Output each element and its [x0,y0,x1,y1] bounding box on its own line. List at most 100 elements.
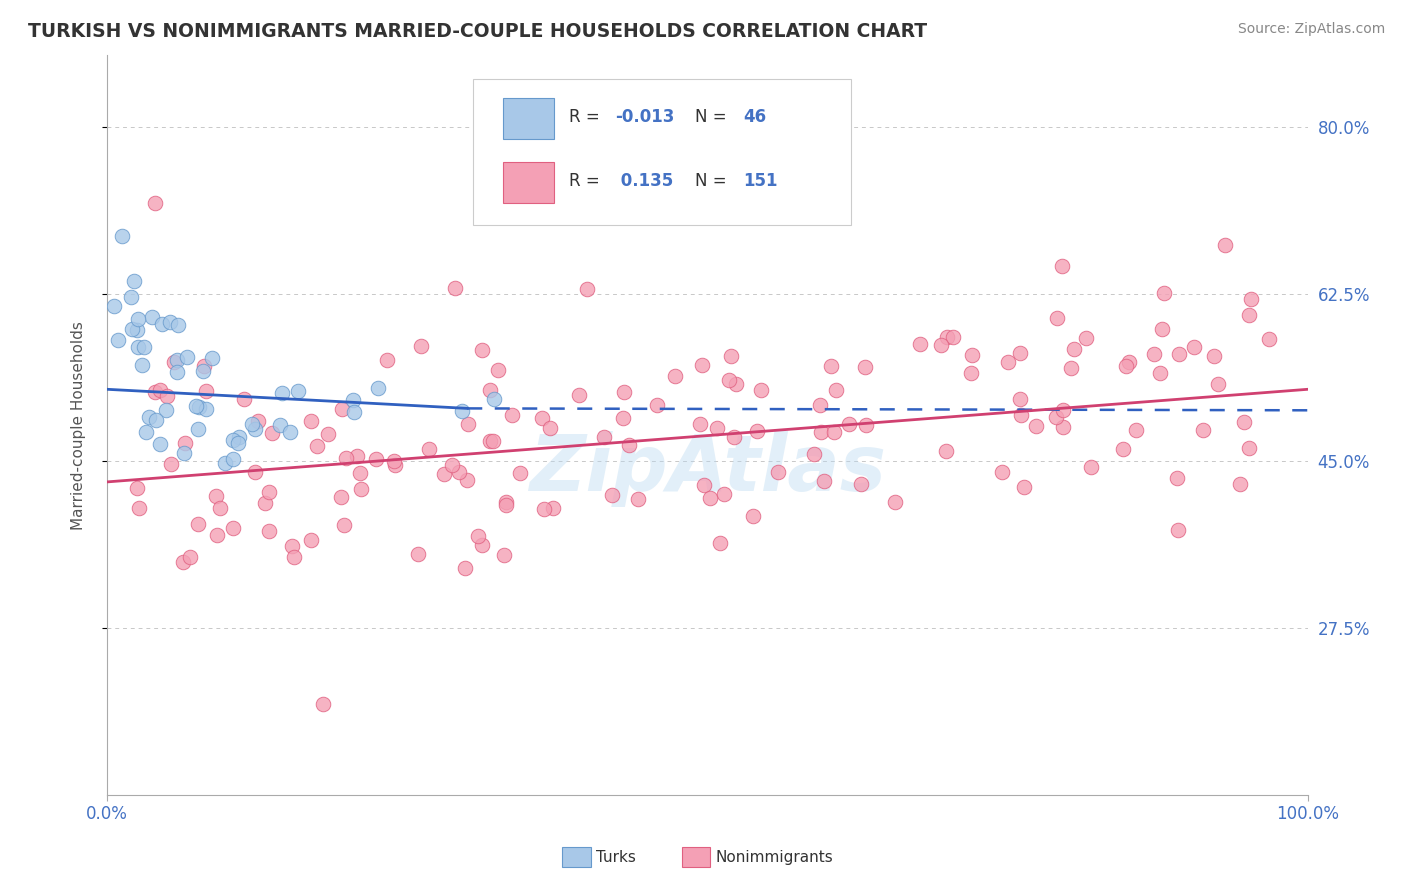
Point [382,454,405,468]
Point [195,401,218,416]
Point [482,434,505,448]
Point [482,392,505,407]
Point [240,417,263,432]
Point [299,533,322,547]
Point [1010,408,1032,422]
Text: Nonimmigrants: Nonimmigrants [716,850,834,864]
Point [1050,260,1073,274]
Point [335,450,357,465]
Point [808,399,831,413]
Point [222,452,245,467]
Point [176,350,198,364]
Point [1063,342,1085,356]
Point [143,196,166,211]
Point [1237,308,1260,322]
Point [457,417,479,431]
Text: 46: 46 [744,108,766,126]
Point [384,458,406,472]
Point [195,384,218,398]
Point [269,417,291,432]
Point [1182,340,1205,354]
Point [316,427,339,442]
Point [486,363,509,377]
Point [342,393,364,408]
Point [720,349,742,363]
Point [1166,471,1188,485]
Point [960,366,983,380]
Text: N =: N = [696,172,733,190]
Point [121,322,143,336]
Point [246,414,269,428]
Point [111,228,134,243]
Point [162,355,184,369]
Point [349,467,371,481]
Point [245,465,267,479]
Point [593,430,616,444]
Point [456,473,478,487]
Bar [503,162,554,203]
Point [205,528,228,542]
Point [576,282,599,296]
Point [1060,360,1083,375]
Point [329,490,352,504]
Point [838,417,860,431]
Point [138,410,160,425]
Point [936,330,959,344]
Text: ZipAtlas: ZipAtlas [529,432,886,508]
Point [343,405,366,419]
Point [1237,441,1260,455]
Point [724,376,747,391]
Point [1076,331,1098,345]
Point [568,387,591,401]
Point [131,358,153,372]
Point [257,524,280,538]
Point [931,337,953,351]
Point [664,369,686,384]
Point [1046,311,1069,326]
Point [120,290,142,304]
Point [441,458,464,472]
Point [433,467,456,481]
Text: Turks: Turks [596,850,636,864]
Point [257,485,280,500]
Point [127,340,149,354]
FancyBboxPatch shape [474,78,852,226]
Point [179,550,201,565]
Point [942,329,965,343]
Text: TURKISH VS NONIMMIGRANTS MARRIED-COUPLE HOUSEHOLDS CORRELATION CHART: TURKISH VS NONIMMIGRANTS MARRIED-COUPLE … [28,22,927,41]
Text: -0.013: -0.013 [614,108,675,126]
Point [1191,423,1213,437]
Point [122,274,145,288]
Point [699,491,721,505]
Point [810,425,832,440]
Point [495,495,517,509]
Point [803,447,825,461]
Bar [503,98,554,139]
Point [1168,346,1191,360]
Point [960,348,983,362]
Point [1149,367,1171,381]
Text: N =: N = [696,108,733,126]
Point [226,435,249,450]
Point [1080,460,1102,475]
Point [364,451,387,466]
Y-axis label: Married-couple Households: Married-couple Households [72,320,86,530]
Point [613,384,636,399]
Point [991,465,1014,479]
Point [1152,321,1174,335]
Point [193,359,215,374]
Text: Source: ZipAtlas.com: Source: ZipAtlas.com [1237,22,1385,37]
Point [713,486,735,500]
Point [813,475,835,489]
Point [408,547,430,561]
Point [201,351,224,365]
Point [172,556,194,570]
Point [128,501,150,516]
Point [208,500,231,515]
Point [825,384,848,398]
Point [271,386,294,401]
Point [159,457,181,471]
Point [1014,480,1036,494]
Point [1118,355,1140,369]
Point [855,418,877,433]
